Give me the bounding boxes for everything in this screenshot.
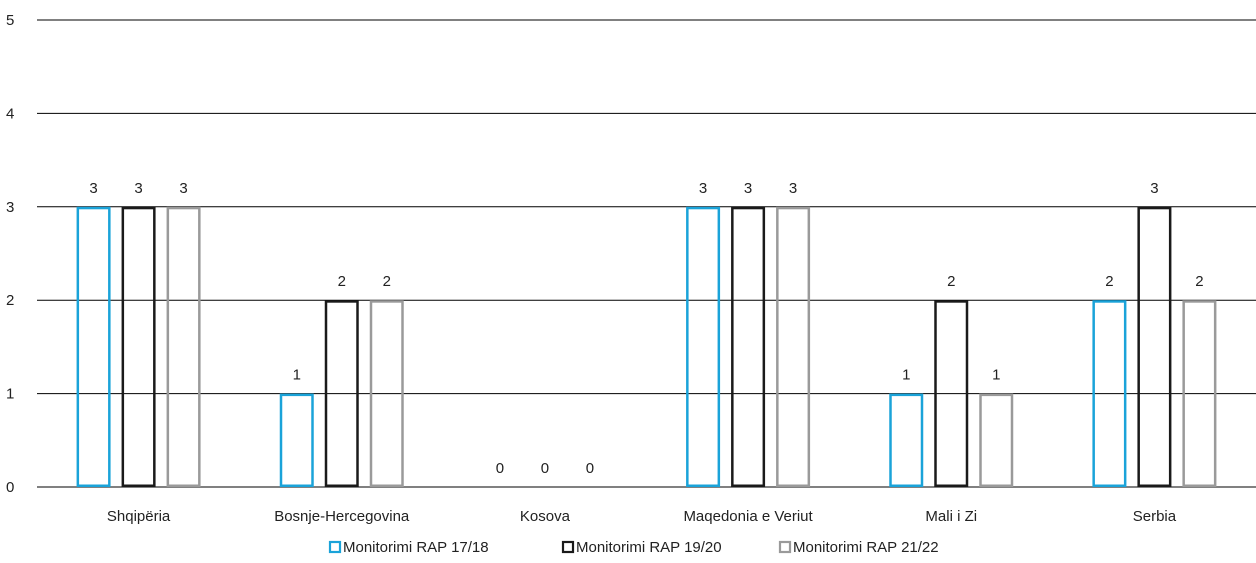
bar-2-2 <box>324 300 359 488</box>
y-tick-label: 5 <box>6 12 14 29</box>
data-label: 3 <box>789 180 797 197</box>
data-label: 0 <box>496 460 504 477</box>
bar-1-2 <box>279 393 314 488</box>
bar-3-4 <box>776 206 811 488</box>
data-label: 3 <box>179 180 187 197</box>
legend-label-3: Monitorimi RAP 21/22 <box>793 539 939 556</box>
x-category-label: Bosnje-Hercegovina <box>274 508 410 525</box>
data-label: 2 <box>383 273 391 290</box>
bar-2-4 <box>731 206 766 488</box>
bar-2-5 <box>934 300 969 488</box>
legend-swatch-1 <box>328 540 342 554</box>
legend-label-1: Monitorimi RAP 17/18 <box>343 539 489 556</box>
bars <box>76 206 1217 488</box>
bar-2-1 <box>121 206 156 488</box>
data-label: 1 <box>293 367 301 384</box>
gridlines <box>37 19 1256 488</box>
data-label: 3 <box>744 180 752 197</box>
x-category-label: Maqedonia e Veriut <box>683 508 813 525</box>
bar-3-6 <box>1182 300 1217 488</box>
data-label: 0 <box>541 460 549 477</box>
y-tick-label: 2 <box>6 292 14 309</box>
legend-swatch-3 <box>778 540 792 554</box>
y-tick-label: 1 <box>6 386 14 403</box>
data-label: 3 <box>89 180 97 197</box>
x-axis-categories: Shqipëria Bosnje-Hercegovina Kosova Maqedon… <box>107 508 1177 525</box>
legend-swatch-2 <box>561 540 575 554</box>
data-label: 3 <box>1150 180 1158 197</box>
data-label: 3 <box>134 180 142 197</box>
bar-3-5 <box>979 393 1014 488</box>
data-label: 2 <box>1105 273 1113 290</box>
bar-1-4 <box>686 206 721 488</box>
data-labels: 3 3 3 1 2 2 0 0 0 3 3 3 1 2 1 2 3 2 <box>89 180 1203 477</box>
x-category-label: Serbia <box>1133 508 1177 525</box>
bar-2-6 <box>1137 206 1172 488</box>
legend: Monitorimi RAP 17/18 Monitorimi RAP 19/20… <box>328 539 939 556</box>
x-category-label: Shqipëria <box>107 508 171 525</box>
data-label: 1 <box>992 367 1000 384</box>
legend-label-2: Monitorimi RAP 19/20 <box>576 539 722 556</box>
bar-1-6 <box>1092 300 1127 488</box>
bar-3-1 <box>166 206 201 488</box>
y-tick-label: 4 <box>6 105 14 122</box>
data-label: 2 <box>338 273 346 290</box>
data-label: 2 <box>947 273 955 290</box>
data-label: 0 <box>586 460 594 477</box>
x-category-label: Mali i Zi <box>925 508 977 525</box>
x-category-label: Kosova <box>520 508 571 525</box>
bar-1-5 <box>889 393 924 488</box>
data-label: 1 <box>902 367 910 384</box>
bar-3-2 <box>369 300 404 488</box>
y-tick-label: 0 <box>6 479 14 496</box>
bar-1-1 <box>76 206 111 488</box>
data-label: 2 <box>1195 273 1203 290</box>
y-axis-ticks: 0 1 2 3 4 5 <box>6 12 14 496</box>
y-tick-label: 3 <box>6 199 14 216</box>
data-label: 3 <box>699 180 707 197</box>
